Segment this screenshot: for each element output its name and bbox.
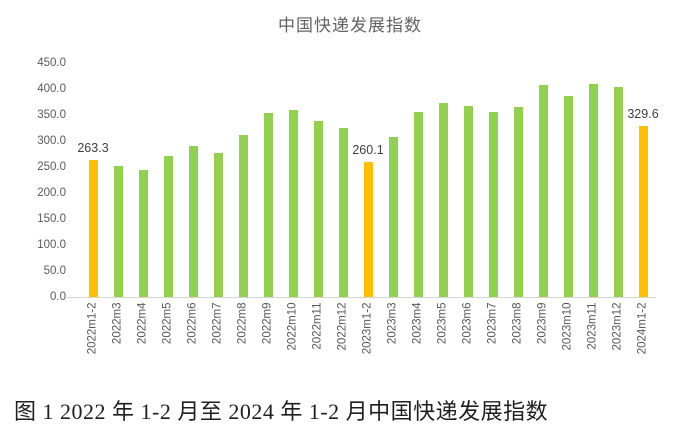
y-axis-tick-label: 100.0 bbox=[37, 238, 66, 251]
y-axis-tick-label: 50.0 bbox=[43, 264, 66, 277]
express-index-chart: 中国快递发展指数 0.0 50.0 100.0 150.0 200.0 250.0 300.… bbox=[37, 16, 659, 354]
figure-caption: 图 1 2022 年 1-2 月至 2024 年 1-2 月中国快递发展指数 bbox=[14, 399, 549, 424]
bar-2022m1-2 bbox=[88, 160, 98, 297]
x-axis-line bbox=[67, 297, 656, 298]
x-axis-tick-label: 2023m12 bbox=[611, 302, 624, 350]
y-axis-tick-label: 200.0 bbox=[37, 186, 66, 199]
x-axis-tick-label: 2022m11 bbox=[311, 302, 324, 350]
data-label-2023m1-2: 260.1 bbox=[352, 142, 384, 157]
x-axis-tick-label: 2022m5 bbox=[161, 302, 174, 344]
x-axis-tick-label: 2022m12 bbox=[336, 302, 349, 350]
x-axis-tick-label: 2022m9 bbox=[261, 302, 274, 344]
x-axis-tick-label: 2023m8 bbox=[511, 302, 524, 344]
x-axis-tick-label: 2022m3 bbox=[111, 302, 124, 344]
x-axis-tick-label: 2023m1-2 bbox=[361, 302, 374, 354]
bar-2022m10 bbox=[288, 109, 298, 297]
x-axis-tick-label: 2022m10 bbox=[286, 302, 299, 350]
x-axis-tick-label: 2023m5 bbox=[436, 302, 449, 344]
bar-2024m1-2 bbox=[638, 125, 648, 297]
y-axis-tick-label: 350.0 bbox=[37, 108, 66, 121]
x-axis-tick-label: 2023m7 bbox=[486, 302, 499, 344]
bar-2023m12 bbox=[613, 87, 623, 297]
bar-2023m11 bbox=[588, 83, 598, 297]
x-axis-tick-label: 2024m1-2 bbox=[636, 302, 649, 354]
x-axis-tick-label: 2023m3 bbox=[386, 302, 399, 344]
bar-2023m5 bbox=[438, 102, 448, 297]
bar-2022m12 bbox=[338, 128, 348, 297]
y-axis-tick-label: 300.0 bbox=[37, 134, 66, 147]
x-axis-tick-label: 2022m7 bbox=[211, 302, 224, 344]
x-axis-tick-label: 2023m11 bbox=[586, 302, 599, 350]
bar-2022m8 bbox=[238, 134, 248, 297]
bar-2022m9 bbox=[263, 112, 273, 297]
x-axis-tick-label: 2023m9 bbox=[536, 302, 549, 344]
plot-area: 0.0 50.0 100.0 150.0 200.0 250.0 300.0 350.0 400… bbox=[37, 56, 659, 354]
data-label-2024m1-2: 329.6 bbox=[627, 106, 659, 121]
x-axis-tick-label: 2023m6 bbox=[461, 302, 474, 344]
y-axis-tick-label: 150.0 bbox=[37, 212, 66, 225]
x-axis-tick-label: 2022m4 bbox=[136, 302, 149, 344]
bar-2023m9 bbox=[538, 84, 548, 297]
bar-2022m6 bbox=[188, 145, 198, 297]
y-axis-tick-label: 0.0 bbox=[50, 290, 66, 303]
bar-2023m1-2 bbox=[363, 161, 373, 297]
y-axis-tick-label: 450.0 bbox=[37, 56, 66, 69]
bar-2023m7 bbox=[488, 111, 498, 297]
bar-2022m3 bbox=[113, 165, 123, 297]
bar-2022m5 bbox=[163, 156, 173, 297]
x-axis-tick-label: 2022m8 bbox=[236, 302, 249, 344]
bar-2023m3 bbox=[388, 136, 398, 297]
data-label-2022m1-2: 263.3 bbox=[77, 141, 109, 156]
bar-2023m10 bbox=[563, 96, 573, 297]
bar-2023m8 bbox=[513, 107, 523, 297]
bar-2022m7 bbox=[213, 153, 223, 297]
y-axis-tick-label: 250.0 bbox=[37, 160, 66, 173]
bar-2022m11 bbox=[313, 120, 323, 297]
bar-2022m4 bbox=[138, 170, 148, 297]
y-axis-tick-label: 400.0 bbox=[37, 82, 66, 95]
x-axis-tick-label: 2023m4 bbox=[411, 302, 424, 344]
x-axis-tick-label: 2022m1-2 bbox=[86, 302, 99, 354]
x-axis-tick-label: 2023m10 bbox=[561, 302, 574, 350]
bar-2023m6 bbox=[463, 106, 473, 297]
bar-2023m4 bbox=[413, 111, 423, 297]
x-axis-tick-label: 2022m6 bbox=[186, 302, 199, 344]
chart-title: 中国快递发展指数 bbox=[278, 16, 422, 35]
